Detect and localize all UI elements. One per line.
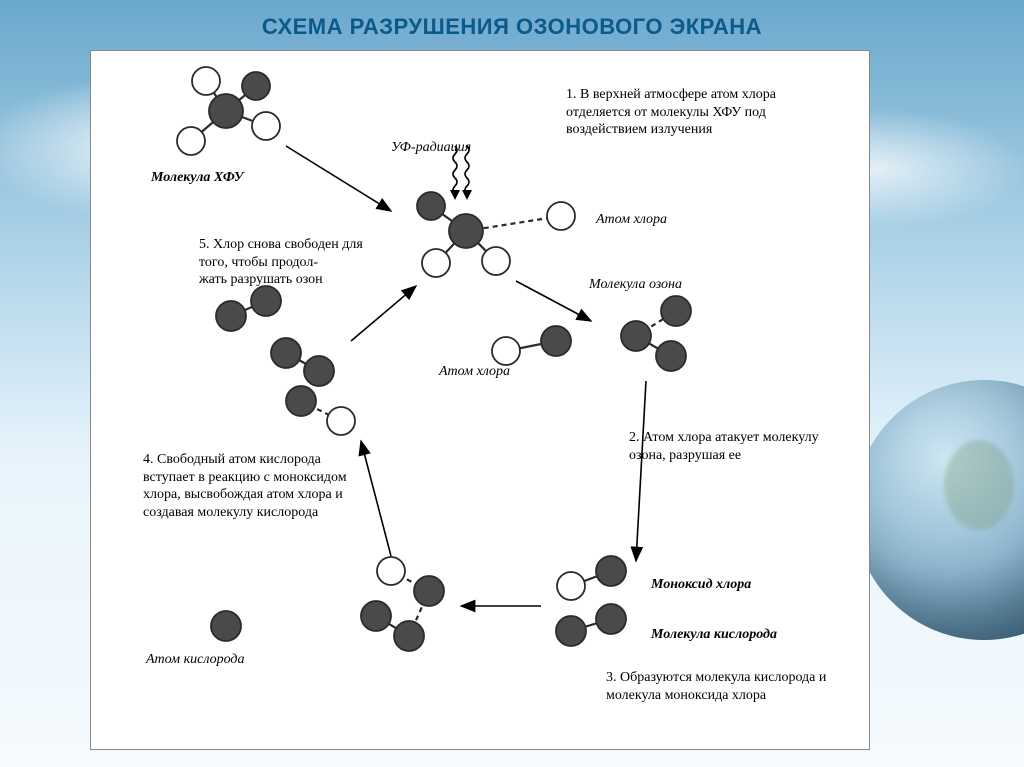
ozone-destruction-diagram: Молекула ХФУ УФ-радиация Атом хлора Моле… xyxy=(90,50,870,750)
step-2-text: 2. Атом хлора атакует молекулу озона, ра… xyxy=(629,429,839,464)
diagram-svg xyxy=(91,51,871,751)
step-1-text: 1. В верхней атмосфере атом хлора отделя… xyxy=(566,86,841,139)
label-oxygen-molecule: Молекула кислорода xyxy=(651,626,777,644)
label-oxygen-atom: Атом кислорода xyxy=(146,651,245,669)
label-chlorine-monoxide: Моноксид хлора xyxy=(651,576,751,594)
label-cfc-molecule: Молекула ХФУ xyxy=(151,169,243,187)
step-3-text: 3. Образуются молекула кислорода и молек… xyxy=(606,669,841,704)
label-chlorine-atom-1: Атом хлора xyxy=(596,211,667,229)
page-title: СХЕМА РАЗРУШЕНИЯ ОЗОНОВОГО ЭКРАНА xyxy=(0,14,1024,40)
label-uv-radiation: УФ-радиация xyxy=(391,139,471,157)
step-4-text: 4. Свободный атом кислорода вступает в р… xyxy=(143,451,368,521)
label-ozone-molecule: Молекула озона xyxy=(589,276,682,294)
label-chlorine-atom-2: Атом хлора xyxy=(439,363,510,381)
step-5-text: 5. Хлор снова свободен для того, чтобы п… xyxy=(199,236,394,289)
